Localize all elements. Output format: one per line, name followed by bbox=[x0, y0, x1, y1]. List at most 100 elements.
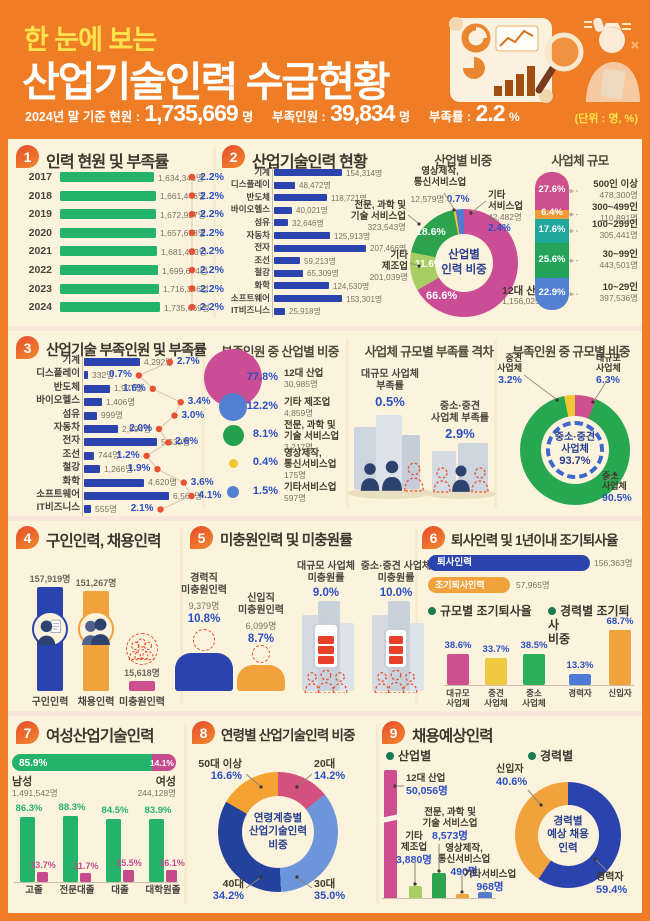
person-head-dashed bbox=[252, 645, 270, 663]
age-label-50plus: 50대 이상 16.6% bbox=[186, 758, 242, 783]
expected-label-othermfg: 기타 제조업 3,880명 bbox=[388, 831, 440, 866]
job-opening-icon bbox=[32, 611, 68, 649]
subtitle-shortage-size: 부족인원 중 규모별 비중 bbox=[512, 345, 630, 359]
shortage-bar bbox=[84, 425, 118, 433]
legend-text: 경력별 bbox=[540, 749, 574, 763]
shortage-rate-value: 2.2% bbox=[200, 171, 224, 183]
shortage-rate-value: 2.2% bbox=[200, 245, 224, 258]
industry-label: 바이오헬스 bbox=[36, 395, 80, 407]
shortage-rate-value: 3.4% bbox=[187, 396, 211, 408]
shortage-axis bbox=[82, 356, 83, 518]
career-expected-donut-hole bbox=[538, 805, 599, 866]
stat-label: 부족률 : bbox=[428, 110, 472, 124]
industry-share-donut-hole bbox=[435, 234, 493, 292]
section-9-badge: 9 bbox=[382, 721, 405, 744]
share-bubble bbox=[222, 424, 244, 446]
label-name: 30대 bbox=[314, 878, 336, 890]
industry-share-donut-center-label: 산업별 인력 비중 bbox=[441, 249, 487, 276]
early-rate-label: 중소 사업체 bbox=[522, 688, 546, 708]
industry-bar bbox=[274, 219, 288, 227]
bubble-label: 기타서비스업 597명 bbox=[284, 482, 350, 504]
industry-label: 조선 bbox=[254, 254, 270, 265]
industry-bar bbox=[274, 257, 300, 265]
expected-label-top12: 12대 산업 50,056명 bbox=[406, 773, 472, 797]
section-7-badge: 7 bbox=[16, 721, 39, 744]
inner-dashed-ring bbox=[546, 421, 604, 479]
edu-female-pct: 11.7% bbox=[73, 861, 99, 871]
shortage-rate-value: 2.2% bbox=[200, 189, 224, 202]
label-name: 10~29인 bbox=[602, 282, 638, 294]
industry-label: 섬유 bbox=[254, 216, 270, 227]
label-name: 기타 제조업 bbox=[284, 397, 331, 408]
expected-bar bbox=[432, 873, 446, 898]
label-value: 201,039명 bbox=[369, 271, 408, 282]
industry-label: 조선 bbox=[62, 448, 80, 460]
male-segment bbox=[12, 754, 153, 771]
size-segment-pct: 27.6% bbox=[538, 184, 566, 196]
band-row-2: 3 산업기술 부족인원 및 부족률 부족인원 중 산업별 비중 사업체 규모별 … bbox=[8, 331, 642, 518]
shortage-value: 4,620명 bbox=[148, 477, 178, 488]
label-value: 42,482명 bbox=[488, 211, 522, 222]
industry-label: 화학 bbox=[254, 279, 270, 290]
headcount-bar bbox=[60, 265, 158, 275]
edu-female-pct: 15.5% bbox=[116, 858, 142, 868]
donut-label-other-services: 기타 서비스업 42,482명 2.4% bbox=[488, 190, 548, 234]
label-pct: 16.6% bbox=[210, 770, 242, 783]
battery-cap bbox=[391, 622, 401, 629]
early-career-pct: 68.7% bbox=[606, 616, 634, 627]
legend-by-size: 규모별 조기퇴사율 bbox=[428, 604, 532, 619]
label-pct: 90.5% bbox=[602, 491, 632, 504]
label-pct: 34.2% bbox=[212, 890, 244, 903]
stat-value: 1,735,669 bbox=[144, 100, 238, 126]
expected-label-professional: 전문, 과학 및 기술 서비스업 8,573명 bbox=[412, 807, 488, 842]
industry-bar bbox=[274, 295, 342, 302]
edu-female-bar bbox=[80, 873, 91, 882]
shortage-rate-value: 2.2% bbox=[200, 264, 224, 276]
shortage-rate-value: 2.2% bbox=[200, 208, 224, 221]
label-name: 기타 제조업 bbox=[381, 250, 408, 272]
headcount-value: 1,681,423명 bbox=[161, 246, 207, 257]
pill-label: 조기퇴사인력 bbox=[435, 580, 485, 590]
age-share-donut-hole bbox=[242, 796, 314, 868]
shortage-rate-value: 0.7% bbox=[109, 369, 132, 381]
size-segment-label: 10~29인 397,536명 bbox=[580, 282, 638, 304]
career-expected-donut-center-label: 경력별 예상 채용 인력 bbox=[547, 814, 589, 854]
early-career-label: 신입자 bbox=[608, 688, 632, 698]
chart-baseline bbox=[444, 685, 634, 686]
headcount-bar bbox=[60, 172, 154, 182]
headcount-bar bbox=[60, 209, 156, 220]
expected-bar bbox=[478, 892, 492, 898]
battery-cell bbox=[389, 655, 403, 664]
size-segment-label: 300~499인 110,891명 bbox=[580, 203, 638, 224]
shortage-value: 744명 bbox=[98, 450, 121, 461]
age-label-30s: 30대 35.0% bbox=[314, 878, 370, 903]
label-pct: 6.3% bbox=[596, 373, 620, 386]
industry-label: IT비즈니스 bbox=[231, 305, 270, 316]
edu-label: 전문대졸 bbox=[59, 885, 95, 896]
size-segment bbox=[535, 278, 569, 310]
subtitle-company-size: 사업체 규모 bbox=[551, 154, 609, 168]
label-value: 3,217명 bbox=[284, 441, 314, 452]
label-pct: 0.7% bbox=[446, 193, 470, 205]
industry-label: 바이오헬스 bbox=[230, 204, 270, 215]
legend-text: 경력별 조기퇴사 비중 bbox=[548, 604, 630, 646]
bubble-pct: 0.4% bbox=[252, 456, 278, 468]
unfilled-rate-label: 중소·중견 사업체 미충원률 bbox=[360, 561, 432, 584]
battery-cell bbox=[318, 656, 334, 664]
headcount-bar bbox=[60, 302, 160, 313]
industry-label: 기계 bbox=[62, 355, 80, 366]
label-pct: 3.2% bbox=[498, 373, 522, 386]
shortage-bar bbox=[84, 358, 140, 366]
company-size-stack bbox=[535, 172, 569, 310]
industry-value: 154,314명 bbox=[346, 168, 383, 178]
band-row-4: 7 여성산업기술인력 8 연령별 산업기술인력 비중 9 채용예상인력 85.9… bbox=[8, 716, 642, 913]
unfilled-group-label: 경력직 미충원인력 bbox=[181, 573, 227, 596]
center-pct: 93.7% bbox=[559, 455, 591, 468]
label-value: 397,536명 bbox=[599, 293, 638, 304]
section-6-title: 퇴사인력 및 1년이내 조기퇴사율 bbox=[451, 533, 618, 548]
label-name: 중소 사업체 bbox=[602, 471, 627, 492]
label-pct: 40.6% bbox=[496, 775, 528, 788]
size-segment-label: 500인 이상 478,300명 bbox=[580, 179, 638, 201]
industry-label: 전자 bbox=[62, 435, 80, 447]
unfilled-icon bbox=[126, 633, 158, 665]
